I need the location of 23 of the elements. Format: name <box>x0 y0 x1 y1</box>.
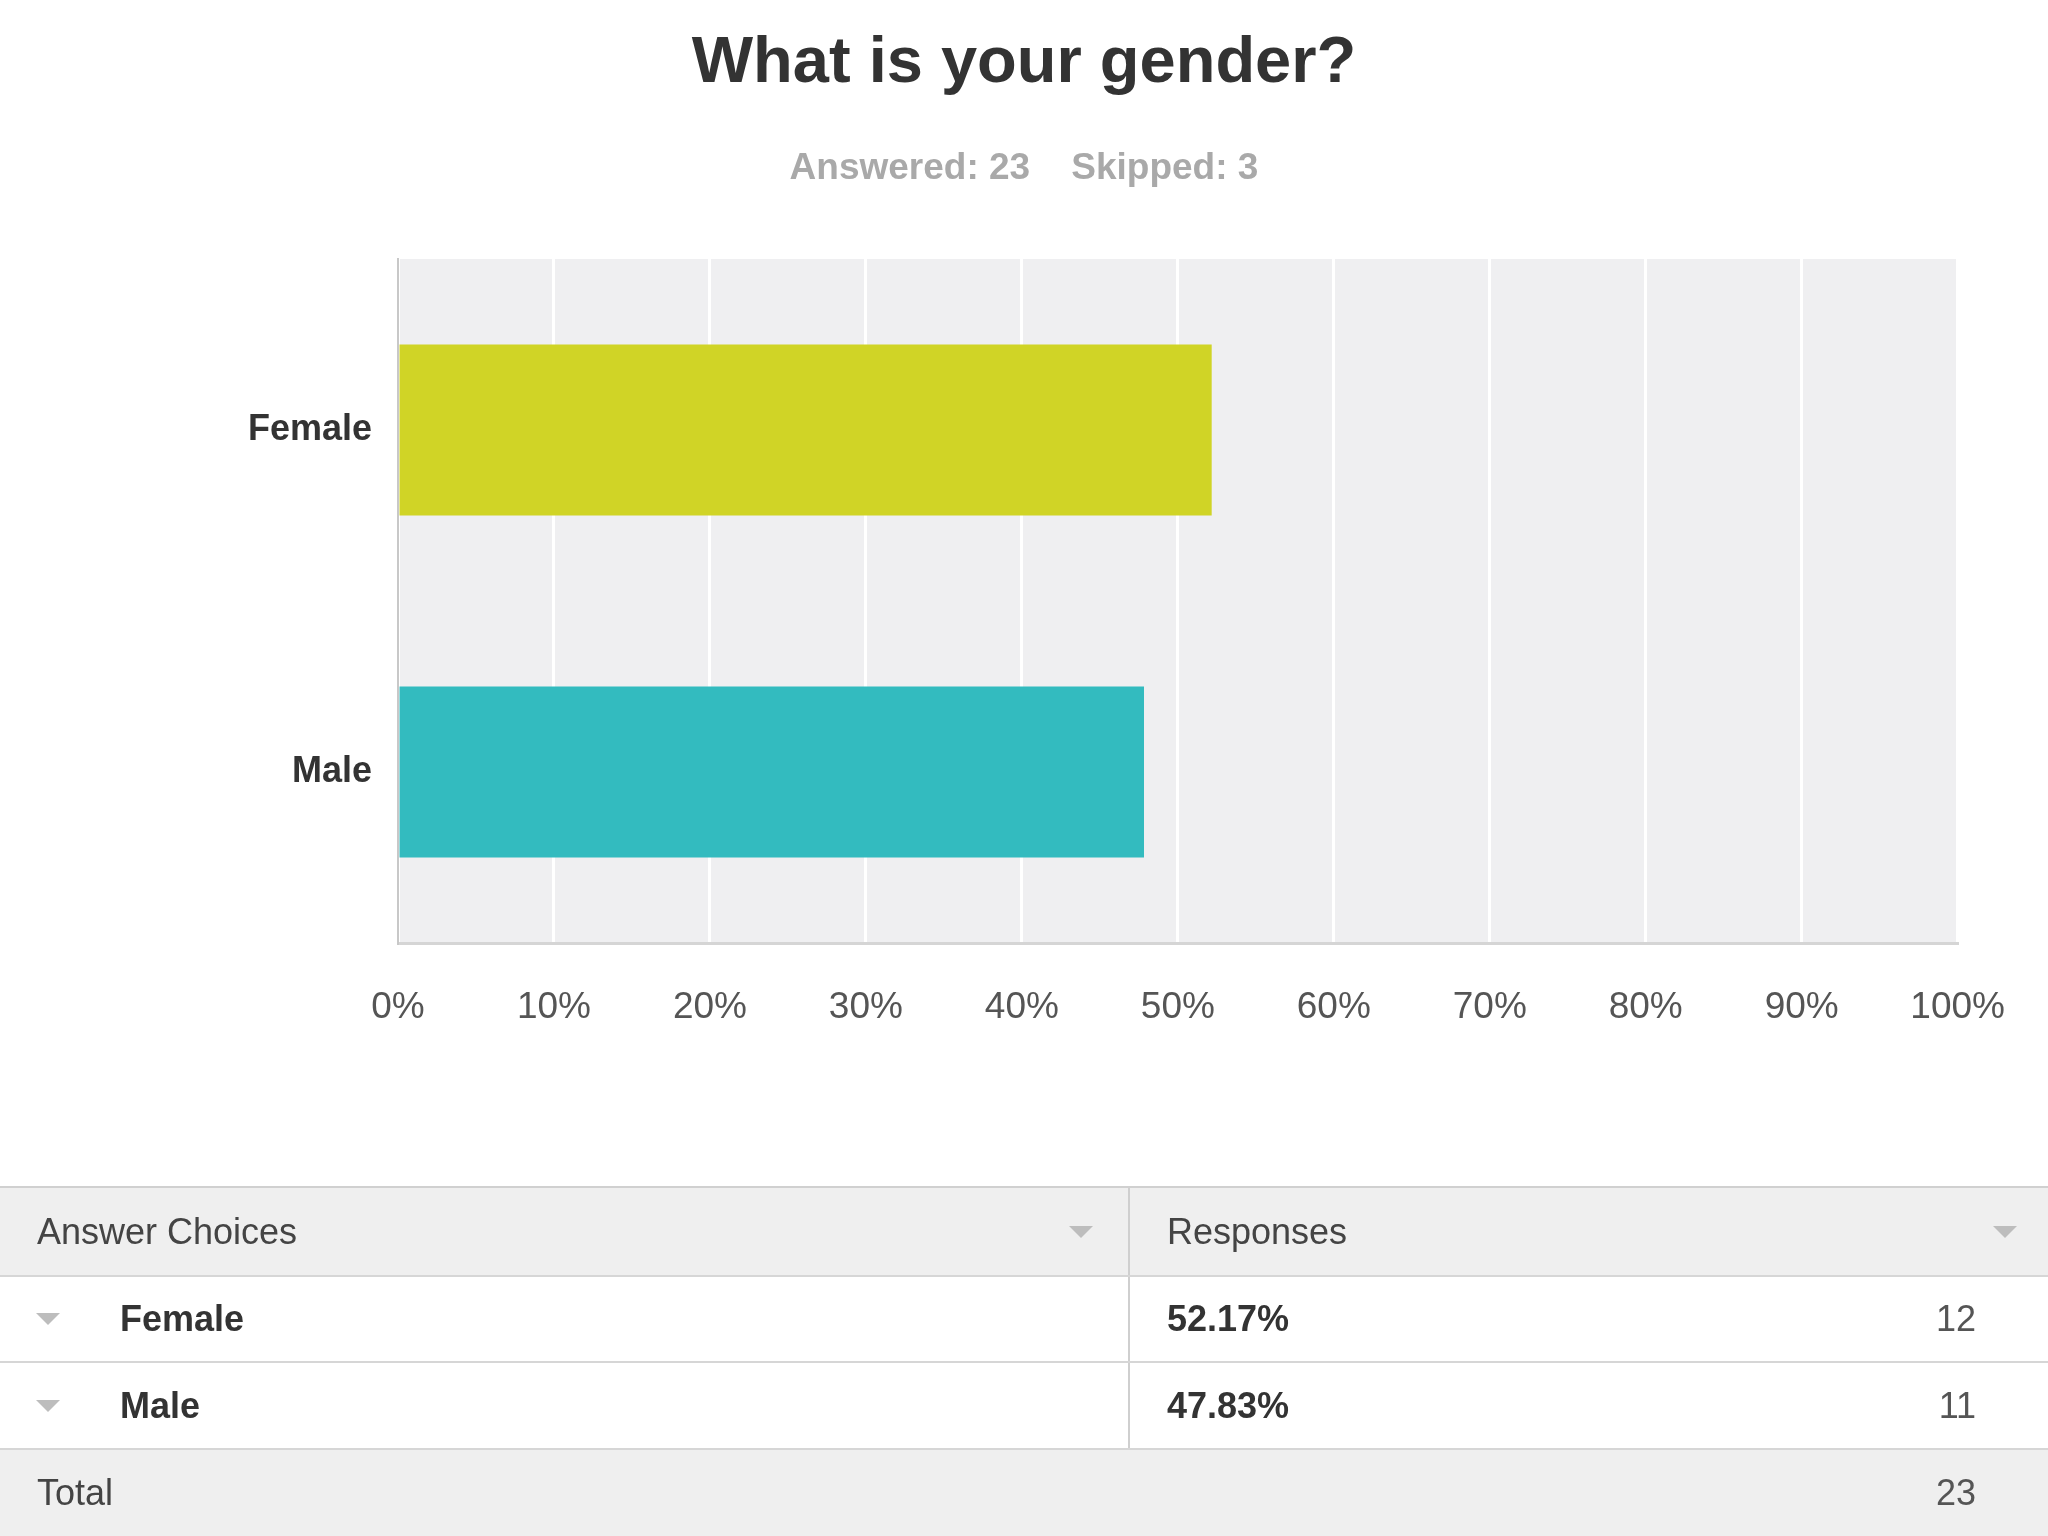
x-tick-label: 20% <box>672 985 747 1027</box>
x-tick-label: 80% <box>1608 985 1683 1027</box>
text: 11 <box>1938 1384 1976 1427</box>
text: Total <box>37 1472 114 1514</box>
text: 23 <box>1935 1472 1976 1514</box>
category-label: Male <box>120 1384 201 1426</box>
x-tick-label: 0% <box>371 985 425 1027</box>
category-label: Female <box>120 1298 245 1339</box>
chart-title: What is your gender? <box>690 22 1358 98</box>
x-tick-label: 50% <box>1140 985 1215 1027</box>
x-tick-label: 10% <box>516 985 591 1027</box>
text: 47.83% <box>1167 1384 1290 1427</box>
x-tick-label: 40% <box>984 985 1059 1027</box>
text: 12 <box>1935 1298 1976 1340</box>
x-tick-label: 70% <box>1452 985 1527 1027</box>
x-tick-label: 100% <box>1910 985 2005 1027</box>
x-tick-label: 60% <box>1296 985 1371 1027</box>
x-tick-label: 90% <box>1764 985 1839 1027</box>
text: 52.17% <box>1167 1298 1290 1340</box>
x-tick-label: 30% <box>828 985 903 1027</box>
chart-subtitle: Answered: 23 Skipped: 3 <box>788 145 1260 189</box>
text: Responses <box>1167 1210 1348 1253</box>
text: Answer Choices <box>37 1210 298 1253</box>
